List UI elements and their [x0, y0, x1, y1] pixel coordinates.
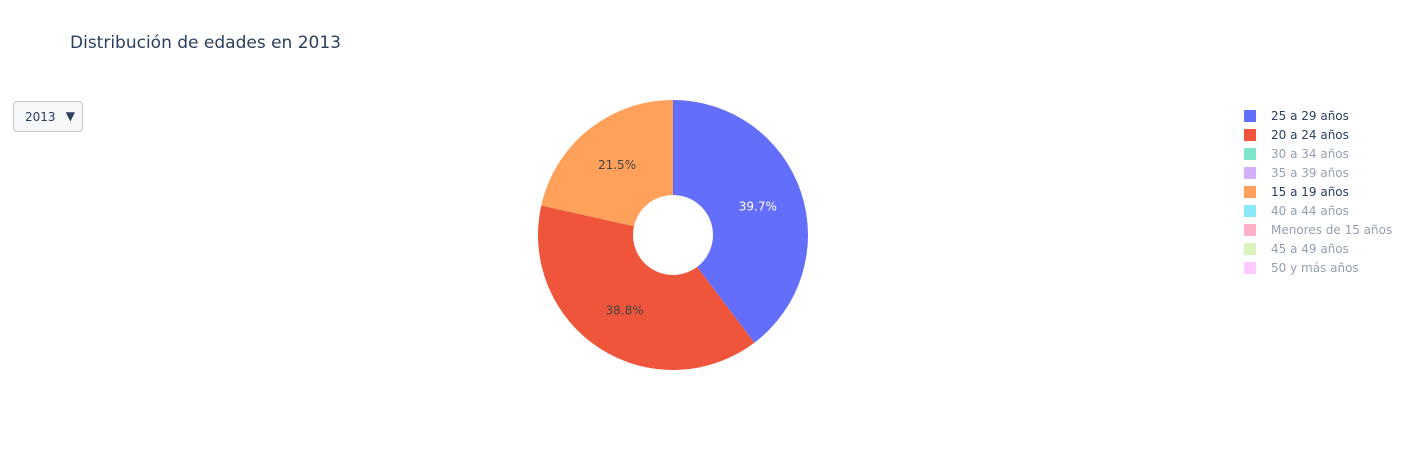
- legend-item-6[interactable]: Menores de 15 años: [1244, 220, 1392, 239]
- legend-item-4[interactable]: 15 a 19 años: [1244, 182, 1392, 201]
- legend-swatch: [1244, 147, 1256, 160]
- legend-item-3[interactable]: 35 a 39 años: [1244, 163, 1392, 182]
- legend-label: 50 y más años: [1271, 260, 1359, 275]
- legend-label: 25 a 29 años: [1271, 108, 1349, 123]
- legend-item-2[interactable]: 30 a 34 años: [1244, 144, 1392, 163]
- legend-label: 40 a 44 años: [1271, 203, 1349, 218]
- legend-item-8[interactable]: 50 y más años: [1244, 258, 1392, 277]
- legend-label: 45 a 49 años: [1271, 241, 1349, 256]
- legend-label: 20 a 24 años: [1271, 127, 1349, 142]
- legend-swatch: [1244, 204, 1256, 217]
- chart-title: Distribución de edades en 2013: [70, 33, 341, 53]
- pie-slice-4[interactable]: [541, 100, 673, 227]
- pie-slice-label-1: 38.8%: [606, 303, 644, 317]
- pie-slice-label-4: 21.5%: [598, 158, 636, 172]
- legend-swatch: [1244, 109, 1256, 122]
- chevron-down-icon: ▼: [65, 109, 75, 123]
- year-dropdown[interactable]: 2013 ▼: [13, 101, 83, 132]
- legend-swatch: [1244, 128, 1256, 141]
- legend-item-0[interactable]: 25 a 29 años: [1244, 106, 1392, 125]
- legend-item-5[interactable]: 40 a 44 años: [1244, 201, 1392, 220]
- legend-swatch: [1244, 166, 1256, 179]
- legend-item-7[interactable]: 45 a 49 años: [1244, 239, 1392, 258]
- pie-slice-1[interactable]: [537, 205, 755, 370]
- legend-label: Menores de 15 años: [1271, 222, 1393, 237]
- legend-swatch: [1244, 223, 1256, 236]
- legend-swatch: [1244, 242, 1256, 255]
- pie-slice-label-0: 39.7%: [739, 200, 777, 214]
- legend-label: 15 a 19 años: [1271, 184, 1349, 199]
- pie-slice-0[interactable]: [673, 100, 808, 343]
- legend: 25 a 29 años 20 a 24 años 30 a 34 años 35 a…: [1244, 106, 1392, 277]
- legend-swatch: [1244, 261, 1256, 274]
- legend-label: 35 a 39 años: [1271, 165, 1349, 180]
- legend-item-1[interactable]: 20 a 24 años: [1244, 125, 1392, 144]
- year-dropdown-value: 2013: [25, 110, 56, 124]
- legend-swatch: [1244, 185, 1256, 198]
- legend-label: 30 a 34 años: [1271, 146, 1349, 161]
